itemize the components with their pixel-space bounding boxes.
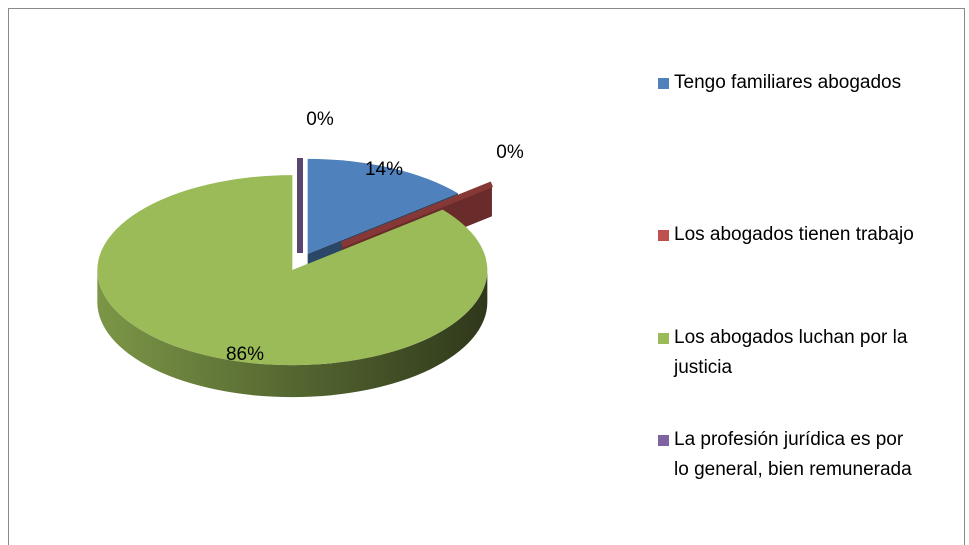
data-label: 0% (306, 109, 334, 130)
slice-side (97, 270, 488, 398)
legend-swatch (658, 435, 669, 446)
legend-label: Los abogados luchan por la justicia (674, 327, 908, 378)
legend-entry: Tengo familiares abogados (658, 68, 914, 98)
data-label: 14% (365, 159, 403, 180)
legend-entry: Los abogados luchan por la justicia (658, 323, 914, 383)
legend-swatch (658, 333, 669, 344)
legend-entry: La profesión jurídica es por lo general,… (658, 425, 914, 485)
legend-label: La profesión jurídica es por lo general,… (674, 429, 912, 480)
legend-entry: Los abogados tienen trabajo (658, 220, 914, 250)
legend-label: Tengo familiares abogados (674, 72, 902, 93)
slice (97, 175, 488, 366)
data-label: 86% (226, 344, 264, 365)
slice (307, 158, 458, 254)
legend-label: Los abogados tienen trabajo (674, 224, 914, 245)
data-label: 0% (496, 142, 524, 163)
chart-frame (8, 8, 965, 545)
legend-swatch (658, 78, 669, 89)
legend-swatch (658, 230, 669, 241)
